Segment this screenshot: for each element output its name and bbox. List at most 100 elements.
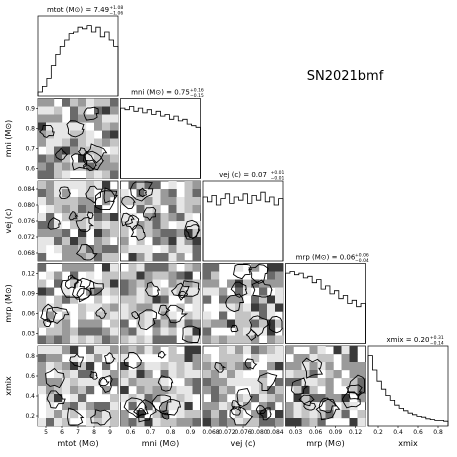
density-cell <box>227 346 236 355</box>
density-cell <box>160 229 169 238</box>
density-cell <box>176 237 185 246</box>
density-cell <box>285 370 294 379</box>
density-cell <box>301 386 310 395</box>
density-cell <box>243 279 252 288</box>
density-cell <box>325 386 334 395</box>
density-cell <box>128 378 137 387</box>
panel-mni-mtot: 0.6 0.7 0.8 0.9 mni (M⊙) <box>4 98 119 179</box>
density-cell <box>110 106 119 115</box>
panel-frame <box>120 98 201 179</box>
density-cell <box>94 138 103 147</box>
x-tick-label-xmix: 0.2 <box>373 429 383 436</box>
density-cell <box>259 346 268 355</box>
density-cell <box>54 114 63 123</box>
density-cell <box>120 213 129 222</box>
density-cell <box>46 197 55 206</box>
density-cell <box>86 146 95 155</box>
density-cell <box>275 279 284 288</box>
density-cell <box>192 319 201 328</box>
density-cell <box>176 253 185 262</box>
density-cell <box>94 146 103 155</box>
contour-line <box>69 353 84 368</box>
density-cell <box>128 327 137 336</box>
contour-line <box>233 264 252 280</box>
density-cell <box>309 362 318 371</box>
density-cell <box>110 335 119 344</box>
density-cell <box>144 205 153 214</box>
density-cell <box>160 362 169 371</box>
density-cell <box>235 279 244 288</box>
density-cell <box>94 402 103 411</box>
density-cell <box>227 354 236 363</box>
density-cell <box>70 362 79 371</box>
density-cell <box>192 335 201 344</box>
contour-line <box>43 318 52 328</box>
density-cell <box>227 335 236 344</box>
density-cell <box>110 271 119 280</box>
density-cell <box>94 162 103 171</box>
density-cell <box>46 106 55 115</box>
density-cell <box>78 237 87 246</box>
panel-mrp-mrp: mrp (M⊙) = 0.06 +0.06−0.04 <box>285 253 369 344</box>
density-cell <box>46 271 55 280</box>
density-cell <box>144 197 153 206</box>
density-cell <box>136 245 145 254</box>
contour-line <box>298 394 315 407</box>
density-cell <box>192 245 201 254</box>
density-cell <box>120 394 129 403</box>
title-mni: mni (M⊙) = 0.75 <box>131 89 190 97</box>
density-cell <box>203 335 212 344</box>
density-cell <box>152 346 161 355</box>
density-cell <box>136 279 145 288</box>
density-cell <box>128 370 137 379</box>
density-cell <box>86 410 95 419</box>
density-cell <box>102 271 111 280</box>
density-cell <box>62 197 71 206</box>
contour-line <box>230 324 239 333</box>
density-cell <box>184 221 193 230</box>
density-cell <box>70 354 79 363</box>
density-cell <box>152 362 161 371</box>
contour-line <box>130 224 146 241</box>
density-cell <box>211 279 220 288</box>
density-cell <box>309 418 318 427</box>
density-cell <box>54 370 63 379</box>
density-cell <box>275 378 284 387</box>
density-cell <box>128 253 137 262</box>
density-cell <box>243 418 252 427</box>
panel-frame <box>202 180 284 262</box>
density-cell <box>168 370 177 379</box>
density-cell <box>243 394 252 403</box>
density-cell <box>144 370 153 379</box>
title-mtot-plus: +1.08 <box>109 5 123 11</box>
density-cell <box>357 410 366 419</box>
density-cell <box>285 410 294 419</box>
density-cell <box>227 386 236 395</box>
contour-line <box>86 211 94 220</box>
density-cell <box>136 410 145 419</box>
density-cell <box>128 346 137 355</box>
density-cell <box>38 253 47 262</box>
density-cell <box>203 295 212 304</box>
density-cell <box>102 346 111 355</box>
density-cell <box>235 362 244 371</box>
density-cell <box>94 287 103 296</box>
density-cell <box>152 229 161 238</box>
density-cell <box>192 253 201 262</box>
density-cell <box>144 279 153 288</box>
x-tick-label-mrp: 0.09 <box>329 429 343 436</box>
density-cell <box>38 303 47 312</box>
contour-line <box>98 376 110 387</box>
density-cell <box>102 98 111 107</box>
density-cell <box>38 362 47 371</box>
density-cell <box>46 354 55 363</box>
density-cell <box>78 106 87 115</box>
density-cell <box>54 327 63 336</box>
density-cell <box>293 378 302 387</box>
density-cell <box>78 114 87 123</box>
density-cell <box>110 327 119 336</box>
density-cell <box>219 295 228 304</box>
density-cell <box>94 327 103 336</box>
density-cell <box>86 370 95 379</box>
density-cell <box>102 213 111 222</box>
